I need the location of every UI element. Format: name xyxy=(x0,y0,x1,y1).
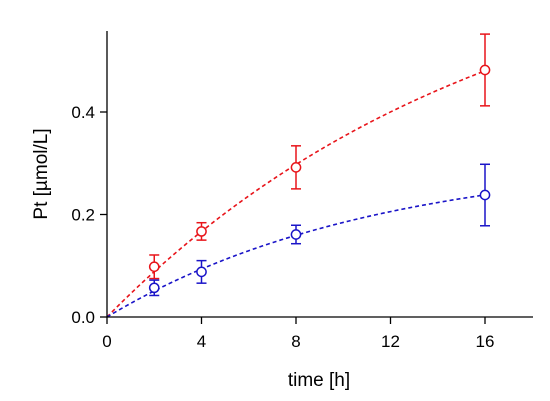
fit-curves xyxy=(106,70,486,318)
data-point xyxy=(479,64,491,76)
fit-line-1 xyxy=(106,194,486,318)
x-axis-label: time [h] xyxy=(288,370,350,391)
data-point xyxy=(290,229,302,240)
x-tick-label: 16 xyxy=(476,332,495,351)
x-tick-label: 0 xyxy=(102,332,111,351)
error-bars xyxy=(149,33,490,297)
data-point xyxy=(290,162,302,173)
y-tick-label: 0.4 xyxy=(71,103,95,122)
x-ticks: 0 4 8 12 16 xyxy=(102,317,494,351)
x-tick-label: 4 xyxy=(197,332,206,351)
y-ticks: 0.0 0.2 0.4 xyxy=(71,103,107,327)
data-point xyxy=(148,282,160,294)
data-point xyxy=(148,261,160,273)
data-point xyxy=(196,266,207,278)
data-point xyxy=(196,226,207,237)
data-point xyxy=(479,189,491,201)
axes xyxy=(106,31,533,318)
y-tick-label: 0.0 xyxy=(71,308,95,327)
x-tick-label: 12 xyxy=(381,332,400,351)
y-tick-label: 0.2 xyxy=(71,206,95,225)
fit-line-0 xyxy=(106,70,486,318)
y-axis-label: Pt [µmol/L] xyxy=(31,128,52,219)
x-tick-label: 8 xyxy=(291,332,300,351)
data-points xyxy=(148,64,491,294)
